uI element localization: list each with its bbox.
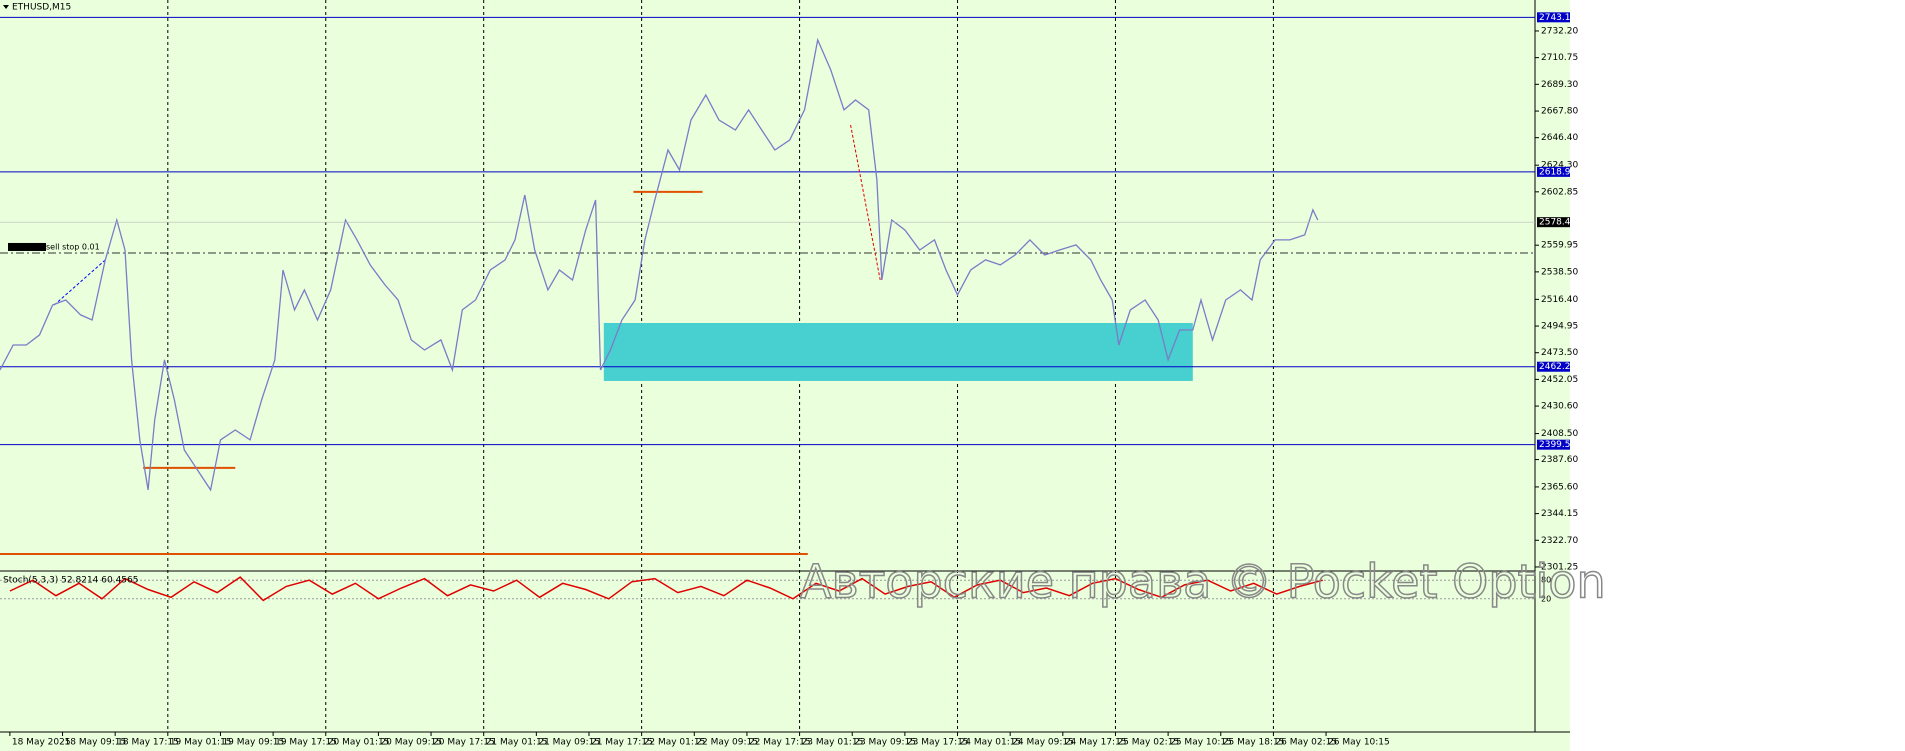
x-tick-label: 24 May 09:15	[1012, 738, 1074, 748]
x-tick-label: 19 May 17:15	[275, 738, 337, 748]
current-price-label: 2578.46	[1539, 218, 1576, 228]
annotation: sell stop 0.01	[46, 242, 100, 251]
y-tick-label: 2602.85	[1541, 187, 1578, 197]
annotation-redacted	[8, 242, 46, 251]
chart-title: ETHUSD,M15	[12, 3, 71, 13]
level-label-box	[1537, 12, 1570, 23]
y-tick-label: 2646.40	[1541, 133, 1578, 143]
x-tick-label: 21 May 09:15	[538, 738, 600, 748]
indicator-line	[9, 576, 1323, 602]
y-tick-label: 2494.95	[1541, 322, 1578, 332]
current-price-box	[1537, 217, 1570, 228]
trade-line	[53, 259, 106, 306]
y-tick-label: 2387.60	[1541, 455, 1578, 465]
zone	[603, 322, 1193, 381]
x-tick-label: 18 May 17:15	[117, 738, 179, 748]
x-tick-label: 23 May 17:15	[907, 738, 969, 748]
level-label: 2399.56	[1539, 440, 1576, 450]
menu-arrow	[3, 5, 9, 9]
level-label-box	[1537, 361, 1570, 372]
y-tick-label: 2408.50	[1541, 429, 1578, 439]
level-label: 2462.24	[1539, 362, 1576, 372]
x-tick-label: 20 May 01:15	[328, 738, 390, 748]
y-tick-label: 2473.50	[1541, 348, 1578, 358]
x-tick-label: 23 May 09:15	[854, 738, 916, 748]
level-label-box	[1537, 166, 1570, 177]
x-tick-label: 20 May 17:15	[433, 738, 495, 748]
x-tick-label: 25 May 02:15	[1117, 738, 1179, 748]
x-tick-label: 22 May 17:15	[749, 738, 811, 748]
indicator-tick-label: 20	[1541, 594, 1551, 603]
y-tick-label: 2667.80	[1541, 107, 1578, 117]
x-tick-label: 23 May 01:15	[802, 738, 864, 748]
x-tick-label: 22 May 01:15	[644, 738, 706, 748]
x-tick-label: 19 May 01:15	[170, 738, 232, 748]
y-tick-label: 2624.30	[1541, 161, 1578, 171]
x-tick-label: 21 May 01:15	[486, 738, 548, 748]
x-tick-label: 20 May 09:15	[380, 738, 442, 748]
y-tick-label: 2322.70	[1541, 536, 1578, 546]
y-tick-label: 2301.25	[1541, 562, 1578, 572]
x-tick-label: 18 May 09:15	[65, 738, 127, 748]
y-tick-label: 2710.75	[1541, 53, 1578, 63]
indicator-tick-label: 80	[1541, 576, 1551, 585]
x-tick-label: 22 May 09:15	[696, 738, 758, 748]
trade-line	[850, 124, 881, 281]
y-tick-label: 2689.30	[1541, 80, 1578, 90]
y-tick-label: 2538.50	[1541, 267, 1578, 277]
y-tick-label: 2732.20	[1541, 26, 1578, 36]
y-tick-label: 2344.15	[1541, 509, 1578, 519]
watermark: Авторские права © Pocket Option	[800, 555, 1606, 609]
x-tick-label: 21 May 17:15	[591, 738, 653, 748]
y-tick-label: 2452.05	[1541, 375, 1578, 385]
x-tick-label: 26 May 10:15	[1328, 738, 1390, 748]
price-line	[0, 37, 1319, 492]
x-tick-label: 25 May 18:15	[1223, 738, 1285, 748]
x-tick-label: 24 May 17:15	[1065, 738, 1127, 748]
level-label: 2743.17	[1539, 13, 1576, 23]
y-tick-label: 2559.95	[1541, 241, 1578, 251]
y-tick-label: 2365.60	[1541, 482, 1578, 492]
x-tick-label: 24 May 01:15	[960, 738, 1022, 748]
level-label: 2618.90	[1539, 167, 1576, 177]
y-tick-label: 2516.40	[1541, 295, 1578, 305]
x-tick-label: 25 May 10:15	[1170, 738, 1232, 748]
x-tick-label: 26 May 02:15	[1275, 738, 1337, 748]
indicator-title: Stoch(5,3,3) 52.8214 60.4565	[3, 576, 138, 586]
level-label-box	[1537, 439, 1570, 450]
x-tick-label: 18 May 2025	[12, 738, 71, 748]
x-tick-label: 19 May 09:15	[222, 738, 284, 748]
y-tick-label: 2430.60	[1541, 402, 1578, 412]
